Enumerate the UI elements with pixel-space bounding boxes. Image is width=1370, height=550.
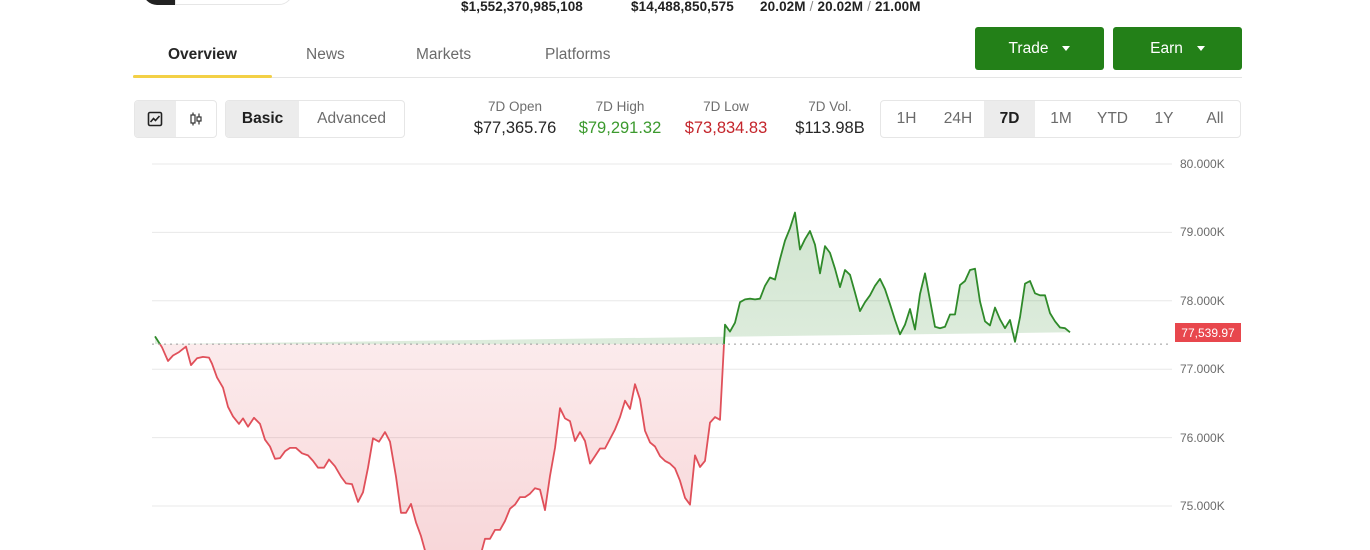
stat-volume: 7D Vol. $113.98B [790,99,870,138]
chart-area-down [158,344,725,550]
range-selector: 1H 24H 7D 1M YTD 1Y All [880,100,1241,138]
tab-markets[interactable]: Markets [416,46,472,63]
stat-high-value: $79,291.32 [578,119,662,137]
chart-type-toggle [134,100,217,138]
tab-bar: Overview News Markets Platforms [133,36,1242,78]
chart-area-up [154,211,1071,345]
stat-open-value: $77,365.76 [473,119,557,137]
range-1h[interactable]: 1H [896,110,917,127]
stat-open: 7D Open $77,365.76 [470,99,560,138]
market-cap-value: $1,552,370,985,108 [461,0,583,14]
stat-volume-label: 7D Vol. [808,99,852,114]
earn-button-label: Earn [1150,39,1183,57]
candlestick-icon [190,112,202,126]
y-tick-label: 75.000K [1180,499,1225,513]
line-chart-button[interactable] [135,101,176,137]
stat-open-label: 7D Open [487,99,543,114]
supply-separator: / [867,0,871,14]
trade-button[interactable]: Trade [975,27,1104,70]
range-1m[interactable]: 1M [1050,110,1072,127]
circulating-supply: 20.02M [760,0,806,14]
range-all[interactable]: All [1206,110,1224,127]
supply-values: 20.02M/20.02M/21.00M [760,0,921,14]
stat-volume-value: $113.98B [795,119,865,137]
coin-selector-dark[interactable] [143,0,183,5]
basic-mode-button[interactable]: Basic [226,101,300,137]
chevron-down-icon [1196,46,1205,51]
y-tick-label: 78.000K [1180,293,1225,308]
y-tick-label: 79.000K [1180,225,1225,240]
active-tab-indicator [133,75,272,78]
current-price-tag: 77,539.97 [1175,323,1241,342]
volume-value: $14,488,850,575 [631,0,734,14]
tab-news[interactable]: News [306,46,345,63]
trade-button-label: Trade [1008,39,1049,57]
stat-low-label: 7D Low [703,99,749,114]
tab-overview[interactable]: Overview [168,46,237,63]
range-24h[interactable]: 24H [943,110,973,127]
chevron-down-icon [1062,46,1071,51]
stat-high-label: 7D High [595,99,645,114]
total-supply: 20.02M [817,0,864,14]
tab-platforms[interactable]: Platforms [545,46,611,63]
y-tick-label: 76.000K [1180,430,1225,445]
advanced-mode-button[interactable]: Advanced [317,110,387,127]
y-tick-label: 77.000K [1180,362,1225,377]
header-stats-strip: $1,552,370,985,108 $14,488,850,575 20.02… [0,0,1370,20]
candlestick-button[interactable] [176,101,217,137]
range-1y[interactable]: 1Y [1154,110,1174,127]
range-7d[interactable]: 7D [984,101,1035,137]
range-ytd[interactable]: YTD [1097,110,1128,127]
chart-mode-toggle: Basic Advanced [225,100,405,138]
earn-button[interactable]: Earn [1113,27,1242,70]
y-tick-label: 80.000K [1180,157,1225,171]
stat-low: 7D Low $73,834.83 [680,99,772,138]
max-supply: 21.00M [875,0,921,14]
stat-low-value: $73,834.83 [684,119,768,137]
stat-high: 7D High $79,291.32 [575,99,665,138]
supply-separator: / [809,0,814,14]
line-chart-icon [147,111,163,127]
